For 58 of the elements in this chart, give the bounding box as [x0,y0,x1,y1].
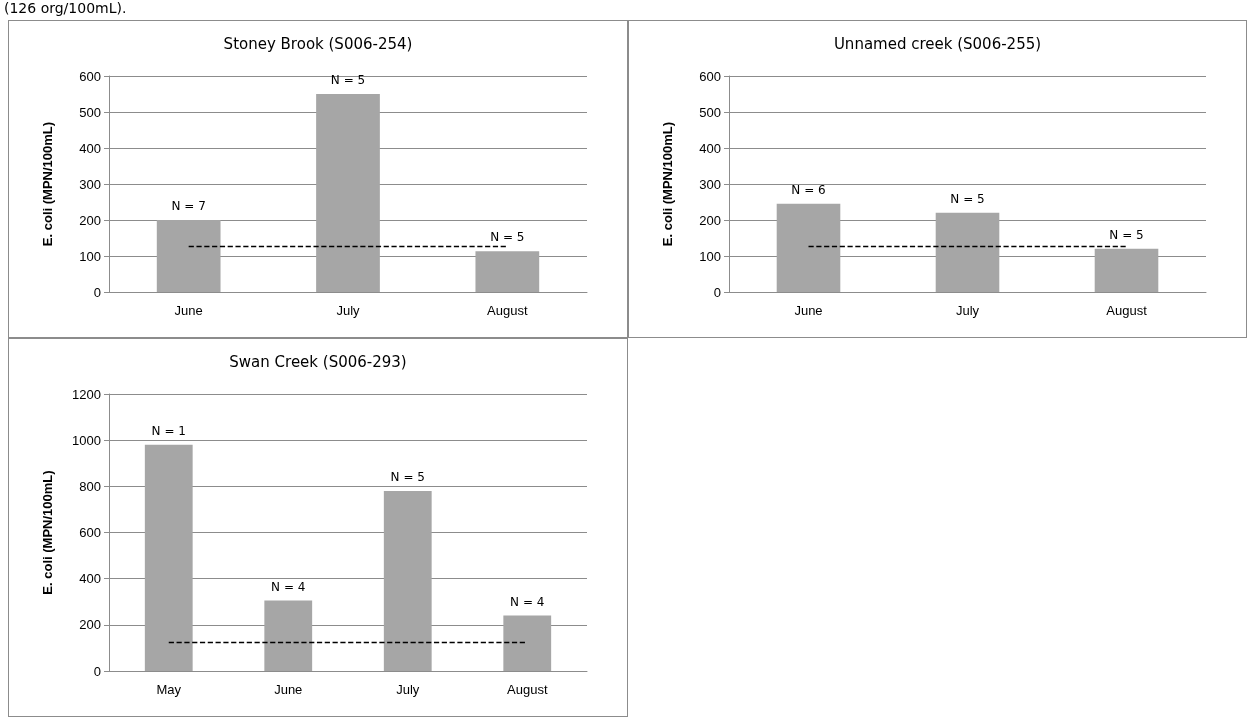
y-tick-label: 200 [699,212,721,228]
y-tick-label: 500 [79,104,101,120]
x-tick-label: July [336,303,361,318]
annotation: N = 5 [1109,227,1144,242]
annotation: N = 4 [271,579,306,594]
bar [383,490,432,671]
chart-title: Stoney Brook (S006-254) [223,34,413,53]
x-tick-label: August [487,303,528,318]
y-tick-label: 200 [79,617,101,633]
bar [316,94,380,292]
bar [475,251,540,292]
y-tick-label: 0 [713,284,721,300]
bar [1094,248,1159,292]
y-tick-label: 500 [699,104,721,120]
bar [935,212,1000,292]
y-tick-label: 200 [79,212,101,228]
x-tick-label: July [396,682,420,697]
x-tick-label: May [156,682,182,697]
x-tick-label: July [955,303,980,318]
bar [503,615,552,671]
y-tick-label: 0 [93,284,101,300]
y-tick-label: 1000 [72,432,101,448]
annotation: N = 6 [791,182,826,197]
bar [156,220,221,292]
y-tick-label: 600 [79,68,101,84]
y-tick-label: 400 [699,140,721,156]
y-tick-label: 100 [699,248,721,264]
annotation: N = 5 [490,230,525,245]
y-tick-label: 300 [699,176,721,192]
x-tick-label: June [794,303,823,318]
y-tick-label: 600 [79,525,101,540]
text: (126 org/100mL). [4,0,127,16]
y-axis-title: E. coli (MPN/100mL) [40,470,55,595]
x-tick-label: June [274,682,303,697]
y-tick-label: 300 [79,176,101,192]
y-axis-title: E. coli (MPN/100mL) [660,121,675,247]
x-tick-label: June [174,303,203,318]
y-tick-label: 400 [79,140,101,156]
annotation: N = 4 [510,594,545,609]
y-tick-label: 0 [93,663,101,679]
y-tick-label: 800 [79,478,101,494]
annotation: N = 1 [151,423,186,438]
y-tick-label: 1200 [72,386,101,402]
annotation: N = 5 [950,191,985,206]
annotation: N = 7 [171,199,206,213]
bar [264,600,313,671]
annotation: N = 5 [390,469,425,484]
chart-title: Swan Creek (S006-293) [229,352,407,371]
chart-title: Unnamed creek (S006-255) [833,34,1042,53]
y-tick-label: 400 [79,571,101,587]
x-tick-label: August [1106,303,1148,318]
y-tick-label: 600 [699,68,721,84]
x-tick-label: August [507,682,548,697]
bar [776,203,841,292]
bar [144,444,193,671]
y-tick-label: 100 [79,248,101,264]
y-axis-title: E. coli (MPN/100mL) [40,121,55,247]
annotation: N = 5 [330,73,366,87]
